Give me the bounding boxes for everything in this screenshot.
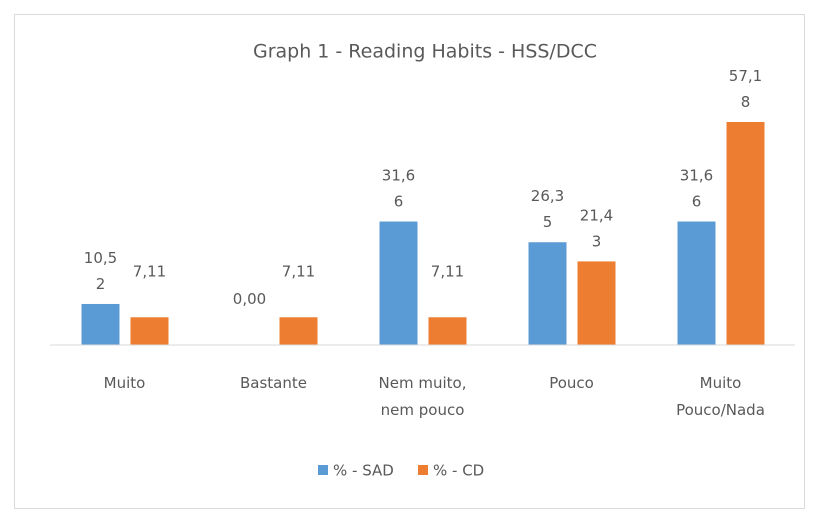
legend-label: % - CD bbox=[433, 462, 484, 480]
x-tick-label: Bastante bbox=[240, 374, 307, 392]
bar bbox=[726, 121, 765, 345]
data-label: 26,3 5 bbox=[531, 187, 564, 231]
legend-label: % - SAD bbox=[333, 462, 394, 480]
data-label: 0,00 bbox=[233, 290, 266, 308]
data-label: 21,4 3 bbox=[580, 206, 613, 250]
bar bbox=[81, 303, 120, 345]
bar bbox=[677, 221, 716, 345]
x-tick-label: Muito Pouco/Nada bbox=[676, 374, 765, 419]
x-tick-label: Pouco bbox=[549, 374, 594, 392]
data-label: 7,11 bbox=[431, 262, 464, 280]
bar bbox=[279, 317, 318, 345]
bar bbox=[577, 261, 616, 345]
data-label: 31,6 6 bbox=[382, 166, 415, 210]
bar bbox=[528, 242, 567, 345]
data-label: 7,11 bbox=[282, 262, 315, 280]
chart-title: Graph 1 - Reading Habits - HSS/DCC bbox=[253, 41, 597, 63]
legend-swatch bbox=[318, 465, 328, 475]
data-label: 31,6 6 bbox=[680, 166, 713, 210]
data-label: 10,5 2 bbox=[84, 248, 117, 292]
x-tick-label: Muito bbox=[104, 374, 146, 392]
bar bbox=[428, 317, 467, 345]
data-label: 57,1 8 bbox=[729, 66, 762, 110]
legend-swatch bbox=[418, 465, 428, 475]
data-label: 7,11 bbox=[133, 262, 166, 280]
bar bbox=[130, 317, 169, 345]
bar bbox=[379, 221, 418, 345]
x-tick-label: Nem muito, nem pouco bbox=[379, 374, 467, 419]
